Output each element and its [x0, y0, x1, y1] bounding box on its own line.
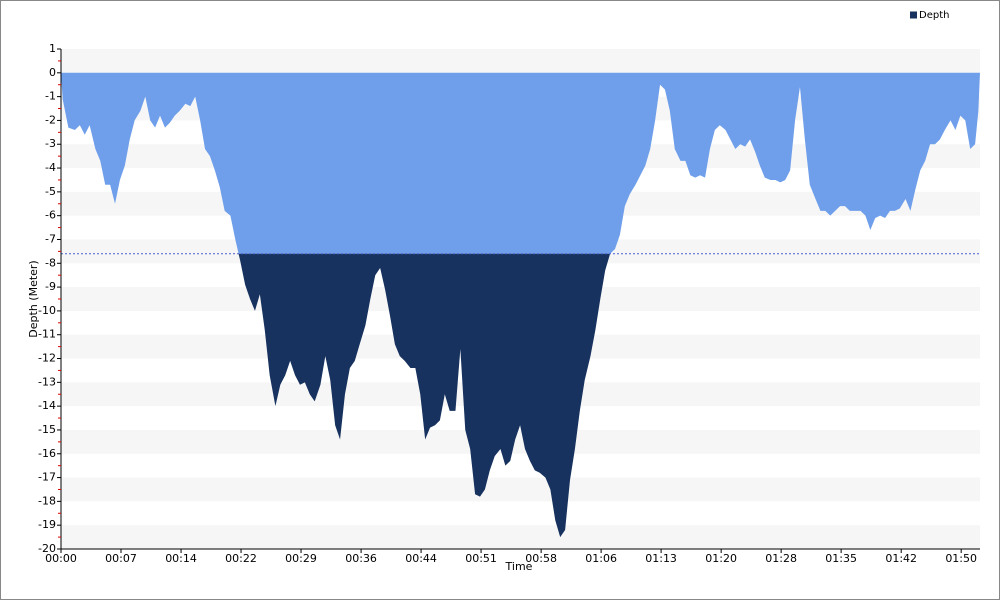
y-tick-label: -18 [38, 494, 56, 507]
y-tick-label: -1 [45, 90, 56, 103]
y-tick-label: -13 [38, 375, 56, 388]
y-tick-label: -15 [38, 423, 56, 436]
y-tick-label: -7 [45, 232, 56, 245]
x-tick-label: 00:22 [225, 552, 257, 565]
grid-band [61, 49, 980, 73]
x-tick-label: 01:35 [825, 552, 857, 565]
y-tick-label: 0 [49, 66, 56, 79]
y-tick-label: 1 [49, 42, 56, 55]
legend-label: Depth [919, 10, 949, 21]
x-tick-label: 00:29 [285, 552, 317, 565]
y-tick-label: -10 [38, 304, 56, 317]
x-tick-label: 00:36 [345, 552, 377, 565]
grid-band [61, 525, 980, 549]
y-tick-label: -5 [45, 185, 56, 198]
y-tick-label: -8 [45, 256, 56, 269]
y-tick-label: -17 [38, 471, 56, 484]
y-tick-label: -19 [38, 518, 56, 531]
legend-swatch [910, 11, 917, 19]
y-tick-label: -4 [45, 161, 56, 174]
grid-band [61, 429, 980, 454]
x-tick-label: 00:14 [165, 552, 197, 565]
y-tick-label: -11 [38, 328, 56, 341]
y-tick-label: -12 [38, 352, 56, 365]
x-axis-label: Time [505, 560, 533, 573]
y-tick-label: -16 [38, 447, 56, 460]
x-tick-label: 00:00 [45, 552, 77, 565]
grid-band [61, 477, 980, 502]
y-tick-label: -20 [38, 542, 56, 555]
x-tick-label: 01:20 [705, 552, 737, 565]
y-tick-label: -3 [45, 137, 56, 150]
y-tick-label: -2 [45, 113, 56, 126]
area-above [61, 72, 980, 254]
area-below [238, 253, 611, 538]
y-tick-label: -6 [45, 209, 56, 222]
x-tick-label: 01:50 [945, 552, 977, 565]
y-axis-label: Depth (Meter) [27, 260, 40, 337]
x-tick-label: 00:58 [525, 552, 557, 565]
y-tick-label: -14 [38, 399, 56, 412]
x-tick-label: 01:42 [885, 552, 917, 565]
x-tick-label: 01:13 [645, 552, 677, 565]
x-tick-label: 00:51 [465, 552, 497, 565]
x-tick-label: 00:44 [405, 552, 437, 565]
y-tick-label: -9 [45, 280, 56, 293]
x-tick-label: 00:07 [105, 552, 137, 565]
x-tick-label: 01:28 [765, 552, 797, 565]
x-tick-label: 01:06 [585, 552, 617, 565]
